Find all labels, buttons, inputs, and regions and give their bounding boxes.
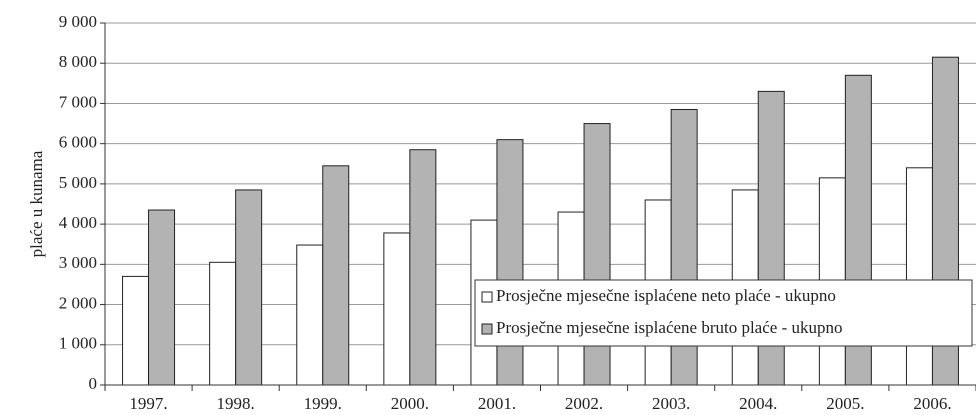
legend-label: Prosječne mjesečne isplaćene bruto plaće… (496, 318, 842, 337)
y-tick-label: 3 000 (59, 253, 97, 272)
bar (296, 244, 324, 386)
y-tick-label: 2 000 (59, 293, 97, 312)
bar (148, 209, 176, 386)
bar (209, 261, 237, 386)
bar (496, 139, 524, 386)
y-tick-label: 0 (89, 374, 98, 393)
x-tick-label: 2006. (913, 394, 951, 413)
x-tick-label: 1997. (129, 394, 167, 413)
y-tick-label: 5 000 (59, 173, 97, 192)
x-tick-label: 2001. (478, 394, 516, 413)
y-tick-label: 7 000 (59, 92, 97, 111)
bar (322, 165, 350, 386)
x-tick-label: 1999. (304, 394, 342, 413)
x-tick-label: 2003. (652, 394, 690, 413)
y-tick-label: 8 000 (59, 52, 97, 71)
legend-label: Prosječne mjesečne isplaćene neto plaće … (496, 286, 836, 305)
y-tick-label: 6 000 (59, 133, 97, 152)
legend-swatch (481, 323, 493, 335)
bar (383, 232, 411, 386)
x-tick-label: 1998. (217, 394, 255, 413)
y-tick-label: 9 000 (59, 12, 97, 31)
bar (409, 149, 437, 386)
y-axis-label: plaće u kunama (27, 150, 46, 257)
x-tick-label: 2005. (826, 394, 864, 413)
x-tick-label: 2000. (391, 394, 429, 413)
x-tick-label: 2004. (739, 394, 777, 413)
legend-box (474, 279, 973, 347)
bar (235, 189, 263, 386)
x-tick-label: 2002. (565, 394, 603, 413)
y-tick-label: 1 000 (59, 334, 97, 353)
y-tick-label: 4 000 (59, 213, 97, 232)
bar (905, 167, 933, 386)
legend-swatch (481, 291, 493, 303)
bar (122, 275, 150, 386)
